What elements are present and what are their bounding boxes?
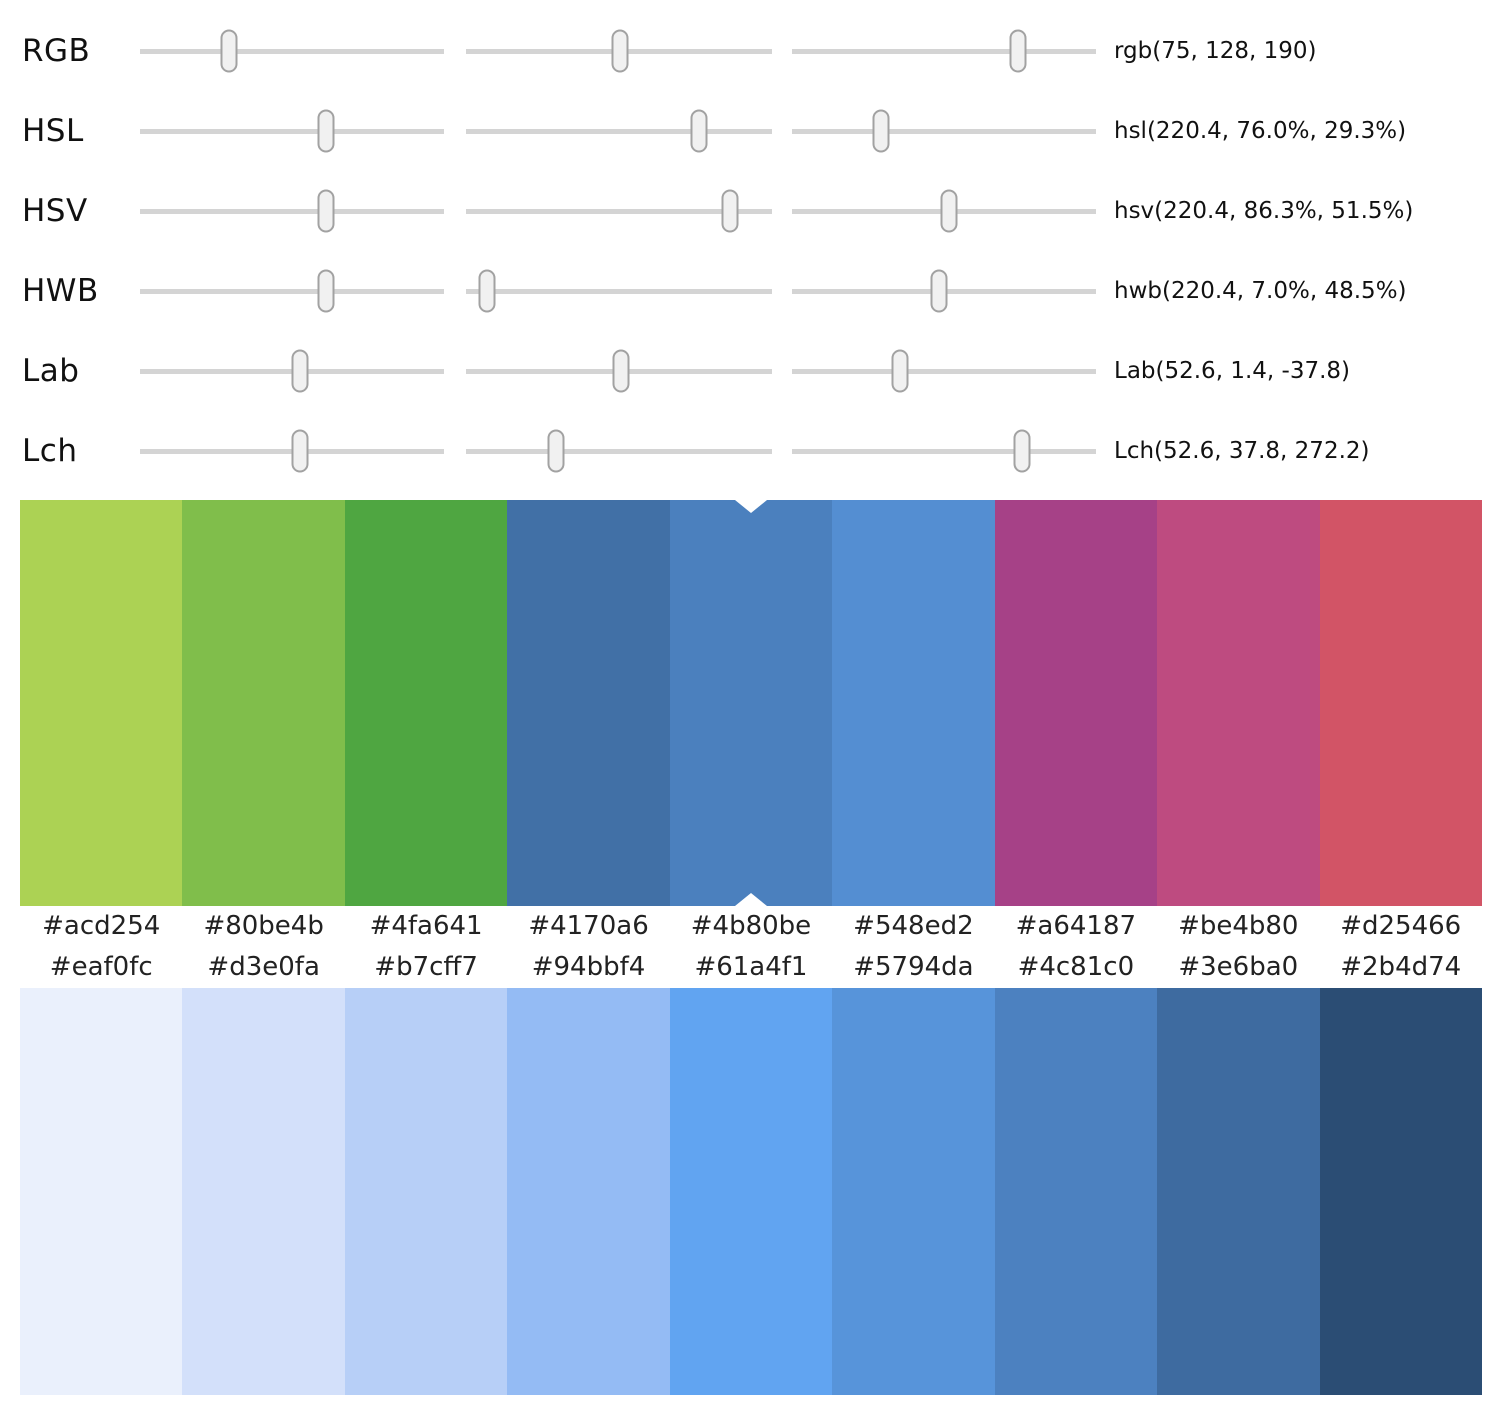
lch-hue-slider[interactable] — [792, 429, 1096, 473]
hex-label: #d25466 — [1340, 911, 1462, 941]
selected-marker-bottom-icon — [734, 893, 767, 906]
hex-label: #eaf0fc — [49, 952, 153, 982]
slider-thumb[interactable] — [1013, 429, 1031, 473]
slider-thumb[interactable] — [612, 349, 630, 393]
selected-marker-top-icon — [734, 500, 767, 513]
hsl-saturation-slider[interactable] — [466, 109, 772, 153]
palette-swatch[interactable] — [20, 988, 183, 1395]
slider-row-hsl: HSL hsl(220.4, 76.0%, 29.3%) — [0, 91, 1501, 171]
slider-thumb[interactable] — [940, 189, 958, 233]
palette-swatch[interactable] — [994, 500, 1158, 906]
hex-labels-top: #acd254 #80be4b #4fa641 #4170a6 #4b80be … — [20, 906, 1482, 946]
palette-hue-variations — [20, 500, 1482, 906]
hex-label: #61a4f1 — [694, 952, 808, 982]
hex-label: #80be4b — [203, 911, 324, 941]
lch-value-readout: Lch(52.6, 37.8, 272.2) — [1114, 438, 1370, 464]
colorspace-label-lch: Lch — [22, 433, 78, 469]
hex-label: #5794da — [853, 952, 974, 982]
slider-row-lch: Lch Lch(52.6, 37.8, 272.2) — [0, 411, 1501, 491]
slider-thumb[interactable] — [690, 109, 708, 153]
colorspace-label-rgb: RGB — [22, 33, 91, 69]
slider-thumb[interactable] — [930, 269, 948, 313]
hsv-hue-slider[interactable] — [140, 189, 444, 233]
rgb-green-slider[interactable] — [466, 29, 772, 73]
hex-label: #2b4d74 — [1340, 952, 1462, 982]
hex-label: #4c81c0 — [1017, 952, 1135, 982]
hwb-whiteness-slider[interactable] — [466, 269, 772, 313]
hsv-value-slider[interactable] — [792, 189, 1096, 233]
slider-thumb[interactable] — [291, 429, 309, 473]
hex-label: #acd254 — [42, 911, 161, 941]
hwb-value-readout: hwb(220.4, 7.0%, 48.5%) — [1114, 278, 1407, 304]
slider-thumb[interactable] — [1009, 29, 1027, 73]
hex-label: #be4b80 — [1178, 911, 1299, 941]
hex-labels-bottom: #eaf0fc #d3e0fa #b7cff7 #94bbf4 #61a4f1 … — [20, 946, 1482, 988]
lab-b-slider[interactable] — [792, 349, 1096, 393]
slider-row-lab: Lab Lab(52.6, 1.4, -37.8) — [0, 331, 1501, 411]
palette-swatch-selected[interactable] — [669, 500, 833, 906]
hex-label: #4b80be — [690, 911, 812, 941]
hex-label: #a64187 — [1015, 911, 1137, 941]
palette-swatch[interactable] — [507, 988, 670, 1395]
colorspace-label-hwb: HWB — [22, 273, 99, 309]
lch-l-slider[interactable] — [140, 429, 444, 473]
palette-swatch[interactable] — [832, 988, 995, 1395]
hsl-value-readout: hsl(220.4, 76.0%, 29.3%) — [1114, 118, 1407, 144]
palette-swatch[interactable] — [832, 500, 995, 906]
palette-swatch[interactable] — [182, 500, 345, 906]
palette-swatch[interactable] — [1319, 988, 1482, 1395]
lab-l-slider[interactable] — [140, 349, 444, 393]
hsl-hue-slider[interactable] — [140, 109, 444, 153]
hex-label: #3e6ba0 — [1178, 952, 1299, 982]
slider-row-hwb: HWB hwb(220.4, 7.0%, 48.5%) — [0, 251, 1501, 331]
hsv-saturation-slider[interactable] — [466, 189, 772, 233]
palette-swatch[interactable] — [1157, 988, 1320, 1395]
palette-swatch[interactable] — [994, 988, 1158, 1395]
palette-swatch[interactable] — [344, 500, 508, 906]
hwb-hue-slider[interactable] — [140, 269, 444, 313]
rgb-red-slider[interactable] — [140, 29, 444, 73]
palette-swatch[interactable] — [182, 988, 345, 1395]
slider-thumb[interactable] — [291, 349, 309, 393]
palette-swatch[interactable] — [1319, 500, 1482, 906]
hwb-blackness-slider[interactable] — [792, 269, 1096, 313]
lch-chroma-slider[interactable] — [466, 429, 772, 473]
slider-panel: RGB rgb(75, 128, 190) HSL hsl(220.4, 76.… — [0, 0, 1501, 491]
slider-thumb[interactable] — [611, 29, 629, 73]
slider-thumb[interactable] — [721, 189, 739, 233]
slider-row-rgb: RGB rgb(75, 128, 190) — [0, 11, 1501, 91]
palette-swatch[interactable] — [344, 988, 508, 1395]
palette-swatch[interactable] — [1157, 500, 1320, 906]
slider-thumb[interactable] — [317, 109, 335, 153]
hex-label: #d3e0fa — [207, 952, 320, 982]
slider-thumb[interactable] — [317, 269, 335, 313]
lab-value-readout: Lab(52.6, 1.4, -37.8) — [1114, 358, 1350, 384]
hex-label: #94bbf4 — [531, 952, 646, 982]
hsl-lightness-slider[interactable] — [792, 109, 1096, 153]
hex-label: #b7cff7 — [374, 952, 478, 982]
lab-a-slider[interactable] — [466, 349, 772, 393]
slider-thumb[interactable] — [891, 349, 909, 393]
slider-thumb[interactable] — [220, 29, 238, 73]
slider-thumb[interactable] — [478, 269, 496, 313]
colorspace-label-lab: Lab — [22, 353, 80, 389]
hsv-value-readout: hsv(220.4, 86.3%, 51.5%) — [1114, 198, 1414, 224]
slider-thumb[interactable] — [872, 109, 890, 153]
hex-label: #4fa641 — [369, 911, 483, 941]
colorspace-label-hsv: HSV — [22, 193, 88, 229]
rgb-value-readout: rgb(75, 128, 190) — [1114, 38, 1317, 64]
palette-swatch[interactable] — [669, 988, 833, 1395]
slider-thumb[interactable] — [317, 189, 335, 233]
palette-tint-shade-scale — [20, 988, 1482, 1395]
palette-swatch[interactable] — [20, 500, 183, 906]
hex-label: #4170a6 — [528, 911, 649, 941]
colorspace-label-hsl: HSL — [22, 113, 84, 149]
slider-row-hsv: HSV hsv(220.4, 86.3%, 51.5%) — [0, 171, 1501, 251]
hex-label: #548ed2 — [853, 911, 974, 941]
rgb-blue-slider[interactable] — [792, 29, 1096, 73]
palette-swatch[interactable] — [507, 500, 670, 906]
slider-thumb[interactable] — [547, 429, 565, 473]
